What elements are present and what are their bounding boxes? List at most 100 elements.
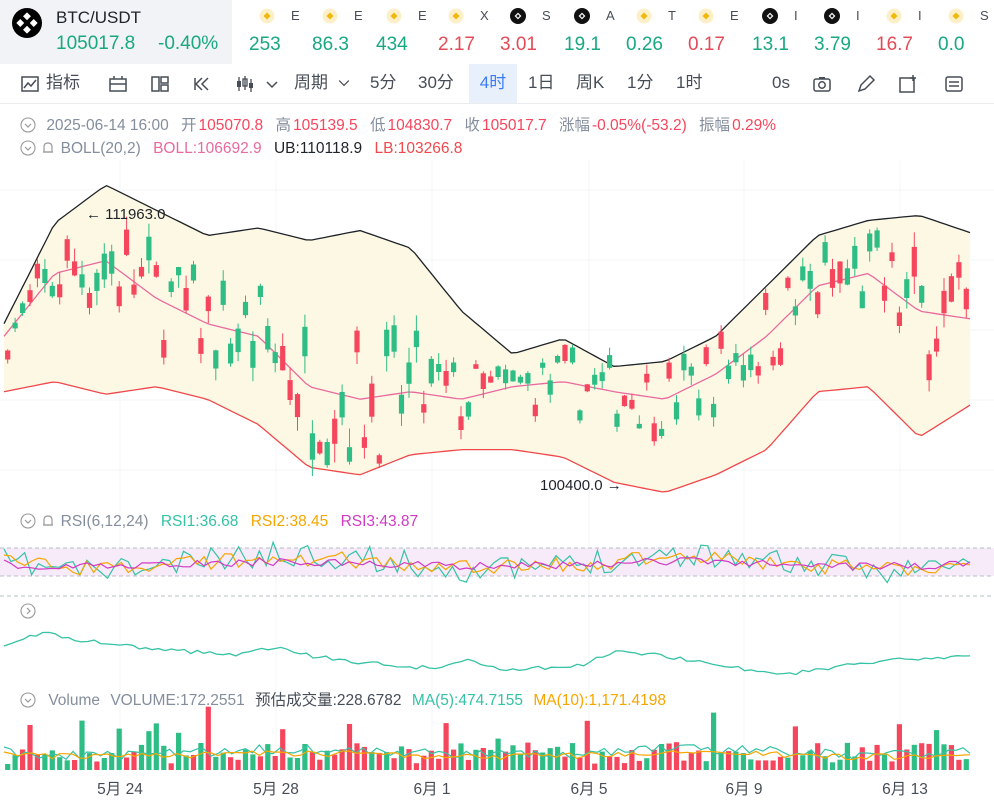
candle-body: [27, 290, 33, 302]
volume-bar: [213, 756, 219, 770]
chevron-down-icon[interactable]: [336, 75, 352, 91]
candle-body: [413, 330, 419, 348]
interval-1h[interactable]: 1时: [676, 73, 703, 92]
ticker-item[interactable]: S 3.01: [496, 0, 558, 64]
volume-bar: [361, 746, 367, 770]
candle-body: [584, 384, 590, 392]
camera-icon[interactable]: [812, 74, 832, 94]
candle-body: [896, 312, 902, 326]
ticker-item[interactable]: S 0.0: [934, 0, 994, 64]
candle-body: [138, 266, 145, 277]
extra-pane-legend: [20, 603, 36, 621]
ticker-item[interactable]: E 253: [245, 0, 307, 64]
boll-value: BOLL:106692.9: [153, 140, 262, 157]
main-ticker[interactable]: BTC/USDT 105017.8 -0.40%: [0, 0, 232, 64]
volume-bar: [339, 749, 345, 770]
candle-body: [703, 347, 709, 365]
candle-body: [265, 326, 271, 350]
interval-1d[interactable]: 1日: [528, 73, 555, 92]
ticker-item[interactable]: I 3.79: [810, 0, 872, 64]
volume-bar: [718, 752, 724, 770]
collapse-icon[interactable]: [20, 140, 36, 156]
volume-bar: [250, 754, 256, 770]
candle-body: [562, 344, 568, 361]
x-axis-label: 6月 5: [570, 781, 607, 798]
candle-body: [213, 350, 219, 369]
volume-bar: [205, 706, 211, 770]
ticker-item[interactable]: T 0.26: [622, 0, 684, 64]
volume-bar: [302, 744, 308, 770]
high-marker-label: ← 111963.0: [86, 206, 166, 223]
rsi1-line: [3, 540, 971, 584]
candle-body: [488, 376, 494, 383]
collapse-icon[interactable]: [20, 117, 36, 133]
candle-body: [12, 322, 18, 329]
ticker-item[interactable]: E 434: [372, 0, 434, 64]
volume-bar: [837, 759, 843, 770]
candle-body: [242, 301, 249, 316]
volume-bar: [451, 749, 457, 770]
candle-body: [792, 306, 798, 316]
candle-body: [607, 355, 613, 368]
candle-body: [176, 267, 182, 276]
period-dropdown[interactable]: 周期: [294, 73, 328, 92]
candle-body: [332, 418, 338, 444]
main-symbol: BTC/USDT: [56, 8, 141, 27]
pencil-icon[interactable]: [856, 74, 876, 94]
volume-bar: [391, 758, 397, 770]
volume-bar: [376, 752, 382, 770]
interval-5m[interactable]: 5分: [370, 73, 397, 92]
volume-bar: [317, 759, 323, 770]
bell-icon[interactable]: [40, 140, 56, 156]
volume-bar: [725, 751, 732, 770]
volume-bar: [42, 754, 48, 770]
replay-icon[interactable]: [192, 74, 212, 94]
volume-ma5-line: [3, 743, 971, 761]
interval-1m[interactable]: 1分: [627, 73, 654, 92]
ticker-item[interactable]: E 86.3: [308, 0, 370, 64]
indicators-button[interactable]: 指标: [46, 73, 80, 92]
interval-1w[interactable]: 周K: [576, 73, 605, 92]
ticker-item[interactable]: I 16.7: [872, 0, 934, 64]
chevron-down-icon[interactable]: [262, 74, 282, 94]
volume-bar: [272, 756, 278, 770]
candle-date: 2025-06-14 16:00: [46, 117, 169, 134]
layout-icon[interactable]: [150, 74, 170, 94]
candle-body: [673, 402, 680, 420]
ticker-item[interactable]: E 0.17: [684, 0, 746, 64]
collapse-icon[interactable]: [20, 692, 36, 708]
interval-30m[interactable]: 30分: [418, 73, 454, 92]
bell-icon[interactable]: [40, 513, 56, 529]
volume-ma5: MA(5):474.7155: [411, 692, 523, 709]
volume-bar: [577, 757, 583, 770]
ticker-item[interactable]: A 19.1: [560, 0, 622, 64]
template-icon[interactable]: [108, 74, 128, 94]
collapse-icon[interactable]: [20, 513, 36, 529]
ticker-price: 253: [249, 34, 281, 55]
expand-icon[interactable]: [20, 603, 36, 619]
bnb-coin-icon: [948, 8, 964, 24]
interval-4h[interactable]: 4时: [469, 64, 517, 104]
ticker-item[interactable]: X 2.17: [434, 0, 496, 64]
bnb-coin-icon: [636, 8, 652, 24]
candle-body: [926, 354, 932, 381]
volume-bar: [198, 743, 204, 770]
candle-body: [963, 288, 969, 310]
ticker-price: 0.17: [688, 34, 725, 55]
rsi3-line: [3, 557, 971, 571]
volume-bar: [406, 749, 412, 770]
volume-bar: [369, 752, 375, 770]
candle-body: [800, 266, 806, 281]
volume-bar: [644, 758, 650, 770]
add-window-icon[interactable]: [898, 74, 918, 94]
candle-body: [280, 346, 286, 371]
settings-panel-icon[interactable]: [944, 74, 964, 94]
volume-bar: [436, 758, 442, 770]
ticker-item[interactable]: I 13.1: [748, 0, 810, 64]
volume-bar: [659, 744, 665, 770]
boll-band-fill: [4, 185, 970, 492]
volume-bar: [896, 724, 902, 770]
chart-type-candle-icon[interactable]: [234, 74, 254, 94]
indicator-icon[interactable]: [20, 74, 40, 94]
